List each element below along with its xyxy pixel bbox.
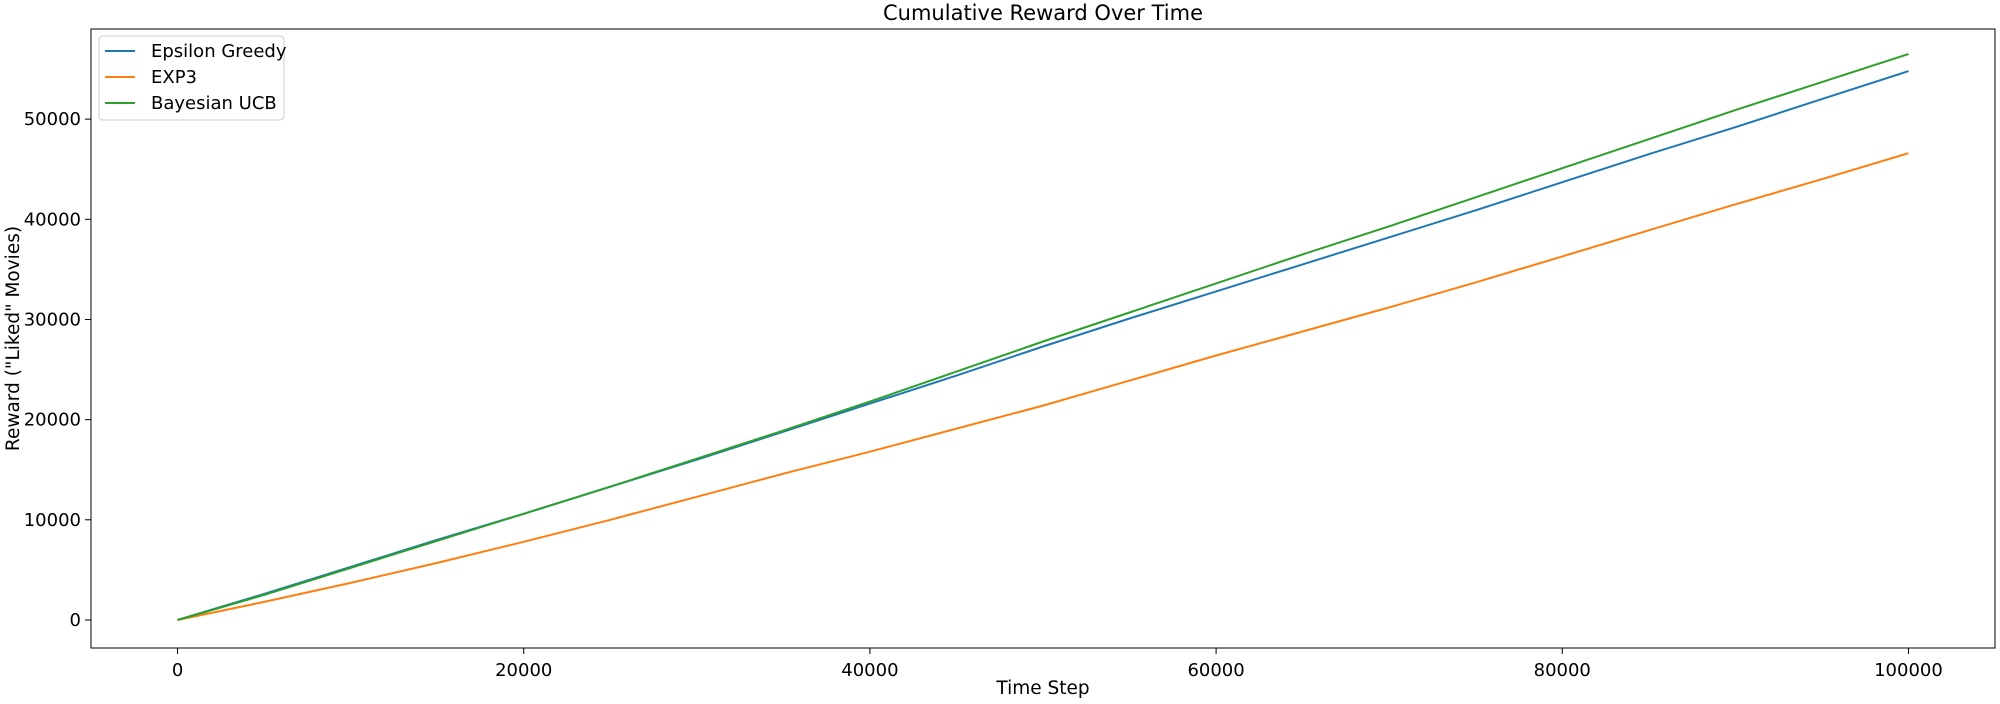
x-tick-label: 100000 — [1874, 660, 1943, 681]
x-axis-label: Time Step — [995, 678, 1089, 699]
series-line-1 — [177, 70, 1909, 621]
x-tick-label: 0 — [172, 660, 183, 681]
x-tick-label: 60000 — [1187, 660, 1244, 681]
legend-label: Epsilon Greedy — [151, 41, 287, 62]
y-tick-label: 0 — [70, 610, 81, 631]
y-tick-label: 50000 — [24, 109, 81, 130]
y-tick-label: 30000 — [24, 309, 81, 330]
x-tick-label: 40000 — [841, 660, 898, 681]
y-tick-label: 20000 — [24, 410, 81, 431]
series-line-3 — [177, 53, 1909, 621]
y-axis-label: Reward ("Liked" Movies) — [3, 226, 24, 451]
series-line-2 — [177, 152, 1909, 621]
x-tick-label: 80000 — [1534, 660, 1591, 681]
legend: Epsilon Greedy EXP3 Bayesian UCB — [98, 35, 287, 121]
x-tick-label: 20000 — [495, 660, 552, 681]
legend-label: Bayesian UCB — [151, 93, 277, 114]
y-tick-label: 40000 — [24, 209, 81, 230]
plot-frame — [90, 28, 1996, 649]
chart-title: Cumulative Reward Over Time — [883, 1, 1203, 25]
y-tick-label: 10000 — [24, 510, 81, 531]
legend-label: EXP3 — [151, 67, 197, 88]
legend-box — [98, 35, 285, 121]
